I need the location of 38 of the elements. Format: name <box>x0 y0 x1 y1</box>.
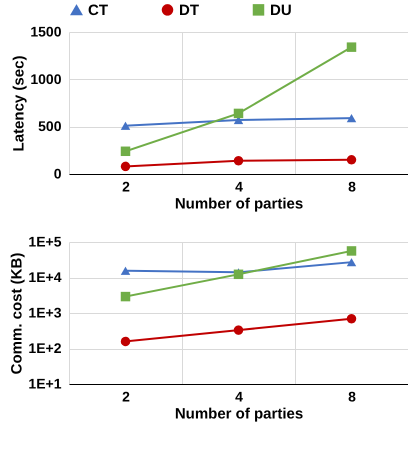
point <box>120 292 130 302</box>
legend-label: DU <box>270 2 292 19</box>
point <box>234 270 244 280</box>
legend-label: DT <box>179 2 199 19</box>
point <box>346 155 356 165</box>
x-tick-label: 4 <box>235 388 244 404</box>
point <box>234 156 244 166</box>
point <box>346 314 356 324</box>
x-tick-label: 2 <box>122 388 130 404</box>
y-tick-label: 0 <box>54 166 62 182</box>
y-tick-label: 1500 <box>30 24 62 40</box>
x-tick-label: 2 <box>122 178 130 194</box>
y-tick-label: 1000 <box>30 70 62 87</box>
legend-label: CT <box>88 2 108 20</box>
point <box>120 162 130 172</box>
point <box>346 246 356 256</box>
point <box>120 336 130 346</box>
y-tick-label: 1E+4 <box>28 269 62 285</box>
point <box>234 108 244 118</box>
y-tick-label: 1E+2 <box>28 340 62 356</box>
x-axis-title: Number of parties <box>174 406 304 422</box>
point <box>234 325 244 335</box>
y-tick-label: 1E+3 <box>28 304 62 320</box>
y-axis-title: Latency (sec) <box>10 56 28 152</box>
point <box>346 258 356 266</box>
x-tick-label: 8 <box>348 178 356 194</box>
point <box>346 114 356 122</box>
point <box>120 122 130 130</box>
y-tick-label: 1E+1 <box>28 376 62 392</box>
point <box>346 42 356 52</box>
y-axis-title: Comm. cost (KB) <box>8 252 26 374</box>
x-tick-label: 4 <box>235 178 244 194</box>
x-axis-title: Number of parties <box>174 196 304 212</box>
y-tick-label: 1E+5 <box>28 234 62 250</box>
y-tick-label: 500 <box>38 118 62 134</box>
point <box>120 146 130 156</box>
x-tick-label: 8 <box>348 388 356 404</box>
point <box>120 266 130 275</box>
